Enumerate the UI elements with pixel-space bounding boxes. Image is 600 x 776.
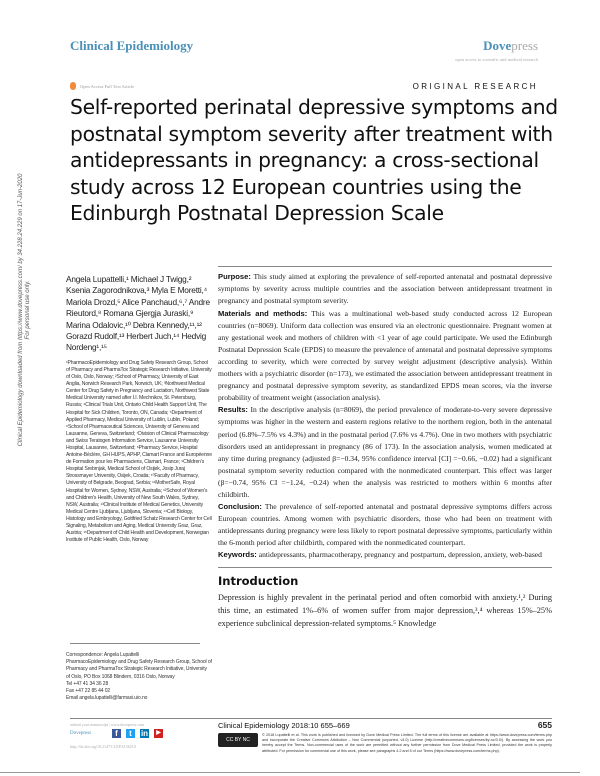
left-column: Angela Lupattelli,¹ Michael J Twigg,² Ks… [66, 274, 212, 544]
open-access-label: Open Access Full Text Article [80, 83, 135, 89]
download-watermark: Clinical Epidemiology downloaded from ht… [0, 150, 50, 470]
watermark-line: Clinical Epidemiology downloaded from ht… [18, 173, 24, 447]
affiliations: ¹PharmacoEpidemiology and Drug Safety Re… [66, 359, 212, 544]
section-text: The prevalence of self-reported antenata… [218, 502, 552, 548]
left-divider [70, 643, 200, 645]
correspondence-tel: Tel +47 41 34 36 28 [66, 680, 109, 687]
main-column: Purpose: This study aimed at exploring t… [218, 266, 552, 630]
abstract-purpose: Purpose: This study aimed at exploring t… [218, 271, 552, 307]
facebook-icon[interactable]: f [112, 729, 121, 738]
section-text: This study aimed at exploring the preval… [218, 272, 552, 306]
social-links: f t in ▶ [112, 729, 163, 738]
youtube-icon[interactable]: ▶ [154, 729, 163, 738]
abstract-conclusion: Conclusion: The prevalence of self-repor… [218, 501, 552, 549]
twitter-icon[interactable]: t [126, 729, 135, 738]
abstract-top-divider [218, 266, 552, 268]
page-number: 655 [537, 720, 552, 730]
linkedin-icon[interactable]: in [140, 729, 149, 738]
publisher-logo: Dovepress [483, 38, 538, 54]
introduction-heading: Introduction [218, 573, 299, 588]
submit-link[interactable]: submit your manuscript | www.dovepress.c… [70, 722, 145, 727]
abstract-results: Results: In the descriptive analysis (n=… [218, 404, 552, 501]
section-label: Purpose: [218, 272, 251, 282]
watermark-line: For personal use only. [25, 280, 31, 340]
abstract-keywords: Keywords: antidepressants, pharmacothera… [218, 549, 552, 561]
footer-dove-logo: Dovepress [70, 731, 92, 736]
doi-link[interactable]: http://dx.doi.org/10.2147/CLEP.S156210 [70, 744, 136, 749]
article-type: ORIGINAL RESEARCH [412, 82, 538, 91]
open-access-badge: Open Access Full Text Article [70, 82, 134, 90]
logo-part: press [511, 38, 538, 53]
publisher-tagline: open access to scientific and medical re… [455, 57, 538, 62]
citation: Clinical Epidemiology 2018:10 655–669 [218, 721, 350, 730]
section-label: Keywords: [218, 550, 257, 560]
creative-commons-icon: CC BY NC [218, 733, 258, 747]
logo-part: Dove [483, 38, 512, 53]
section-text: In the descriptive analysis (n=8069), th… [218, 405, 552, 499]
abstract-bottom-divider [218, 566, 552, 568]
section-label: Conclusion: [218, 502, 262, 512]
open-access-lock-icon [70, 82, 76, 90]
correspondence-email[interactable]: Email angela.lupattelli@farmasi.uio.no [66, 695, 148, 702]
license-text: © 2018 Lupattelli et al. This work is pu… [262, 733, 552, 753]
correspondence-label: Correspondence: Angela Lupattelli [66, 652, 140, 658]
journal-name: Clinical Epidemiology [70, 38, 194, 53]
section-text: This was a multinational web-based study… [218, 308, 552, 403]
author-list: Angela Lupattelli,¹ Michael J Twigg,² Ks… [66, 274, 210, 353]
abstract-methods: Materials and methods: This was a multin… [218, 308, 552, 405]
abstract: Purpose: This study aimed at exploring t… [218, 271, 552, 561]
section-label: Materials and methods: [218, 308, 308, 318]
introduction-text: Depression is highly prevalent in the pe… [218, 592, 552, 629]
page-bottom-border [0, 772, 580, 773]
correspondence: Correspondence: Angela Lupattelli Pharma… [66, 652, 212, 702]
footer-divider [70, 718, 552, 720]
article-title: Self-reported perinatal depressive sympt… [70, 95, 558, 225]
correspondence-address: PharmacoEpidemiology and Drug Safety Res… [66, 659, 212, 680]
correspondence-fax: Fax +47 22 85 44 02 [66, 688, 111, 695]
section-label: Results: [218, 405, 248, 415]
section-text: antidepressants, pharmacotherapy, pregna… [256, 550, 542, 560]
